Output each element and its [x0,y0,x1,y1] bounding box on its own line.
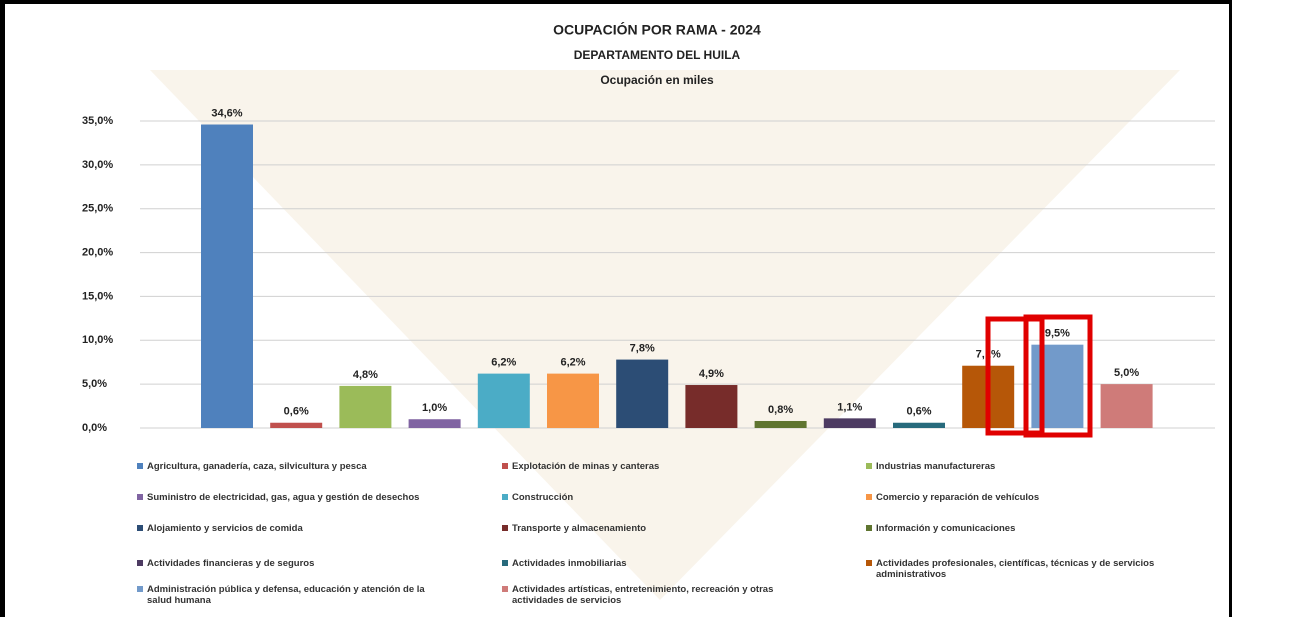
y-tick-label: 5,0% [82,378,107,390]
legend-label: Suministro de electricidad, gas, agua y … [147,492,420,503]
legend-swatch [502,560,508,566]
bar [339,385,392,428]
bar [893,422,945,428]
bar [823,418,876,428]
data-label: 0,6% [906,406,931,418]
legend-swatch [866,525,872,531]
legend-entry: Industrias manufactureras [866,461,1176,472]
y-tick-label: 15,0% [82,290,113,302]
legend-label: Administración pública y defensa, educac… [147,584,425,606]
y-tick-label: 30,0% [82,159,113,171]
legend-entry: Actividades profesionales, científicas, … [866,558,1176,580]
legend-label: Actividades financieras y de seguros [147,558,315,569]
legend-label: Agricultura, ganadería, caza, silvicultu… [147,461,367,472]
legend-entry: Construcción [502,492,812,503]
chart-subtitle: Ocupación en miles [600,73,714,87]
bar [201,124,253,428]
data-label: 7,8% [630,342,655,354]
legend-entry: Información y comunicaciones [866,523,1176,534]
legend-label: Comercio y reparación de vehículos [876,492,1040,503]
legend-swatch [137,586,143,592]
legend-swatch [502,525,508,531]
legend-label: Actividades artísticas, entretenimiento,… [512,584,774,606]
legend-label: Actividades inmobiliarias [512,558,627,569]
bar [754,420,807,428]
data-label: 4,8% [353,369,378,381]
legend-entry: Alojamiento y servicios de comida [137,523,447,534]
highlight-box [1023,314,1093,438]
bar [685,385,738,428]
legend-label: Explotación de minas y canteras [512,461,660,472]
bar [547,373,599,428]
legend-label: Información y comunicaciones [876,523,1016,534]
frame-right [1229,0,1232,617]
bar [616,359,669,428]
data-label: 34,6% [211,107,242,119]
bar [1031,344,1084,428]
bar [477,373,530,428]
data-label: 5,0% [1114,367,1139,379]
legend-swatch [866,494,872,500]
y-tick-label: 25,0% [82,203,113,215]
data-label: 4,9% [699,368,724,380]
data-label: 9,5% [1045,328,1070,340]
bar [1100,384,1153,428]
legend-entry: Suministro de electricidad, gas, agua y … [137,492,447,503]
legend-entry: Explotación de minas y canteras [502,461,812,472]
legend-swatch [866,560,872,566]
legend-entry: Actividades financieras y de seguros [137,558,447,569]
legend-swatch [866,463,872,469]
legend-label: Actividades profesionales, científicas, … [876,558,1155,580]
legend-entry: Administración pública y defensa, educac… [137,584,447,606]
y-tick-label: 35,0% [82,115,113,127]
legend-swatch [137,525,143,531]
legend-swatch [137,560,143,566]
legend-label: Transporte y almacenamiento [512,523,647,534]
legend-swatch [502,494,508,500]
data-label: 1,1% [837,401,862,413]
data-label: 0,8% [768,404,793,416]
data-label: 6,2% [491,357,516,369]
data-label: 1,0% [422,402,447,414]
legend-label: Industrias manufactureras [876,461,996,472]
highlight-box [985,316,1045,436]
frame-left [0,0,5,617]
legend-swatch [502,463,508,469]
legend-entry: Transporte y almacenamiento [502,523,812,534]
y-tick-label: 10,0% [82,334,113,346]
legend-swatch [137,494,143,500]
legend-swatch [502,586,508,592]
bar [408,419,461,428]
legend-entry: Agricultura, ganadería, caza, silvicultu… [137,461,447,472]
bar [270,422,323,428]
chart-subtitle: DEPARTAMENTO DEL HUILA [574,48,741,62]
legend-label: Alojamiento y servicios de comida [147,523,303,534]
legend-label: Construcción [512,492,574,503]
background-emblem [150,70,1180,600]
legend-entry: Actividades artísticas, entretenimiento,… [502,584,812,606]
legend-swatch [137,463,143,469]
frame-top [0,0,1232,4]
data-label: 6,2% [560,357,585,369]
chart-title: OCUPACIÓN POR RAMA - 2024 [553,21,761,38]
grid: 0,0% 5,0% 10,0% 15,0% 20,0% 25,0% 30,0% 35,0% [82,115,1215,434]
legend-entry: Comercio y reparación de vehículos [866,492,1176,503]
y-tick-label: 20,0% [82,246,113,258]
legend-entry: Actividades inmobiliarias [502,558,812,569]
data-label: 0,6% [284,406,309,418]
y-tick-label: 0,0% [82,422,107,434]
